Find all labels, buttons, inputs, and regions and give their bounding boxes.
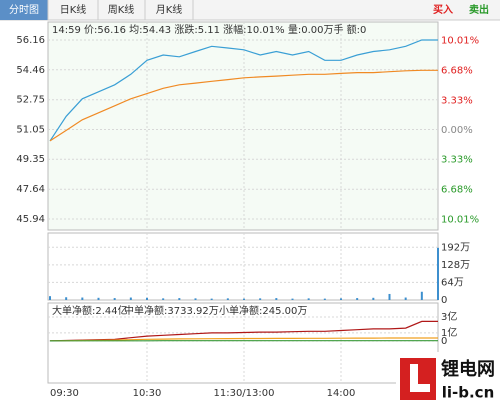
- y-tick-label: 49.35: [16, 154, 45, 165]
- volume-bar: [129, 297, 132, 300]
- y2-tick-label: 6.68%: [441, 65, 473, 76]
- volume-bar: [194, 298, 197, 300]
- y-tick-label: 1亿: [441, 326, 457, 339]
- tab-bar: [0, 0, 500, 20]
- y-tick-label: 56.16: [16, 35, 45, 46]
- series-line: [49, 39, 438, 142]
- volume-bar: [178, 298, 181, 300]
- volume-bar: [275, 298, 278, 300]
- fund-label: 中单净额:3733.92万: [124, 304, 219, 317]
- volume-bar: [81, 297, 84, 300]
- volume-bar: [65, 297, 68, 300]
- y-tick-label: 128万: [441, 260, 470, 271]
- tab[interactable]: 周K线: [108, 3, 135, 16]
- y-tick-label: 0: [441, 336, 447, 347]
- series-line: [49, 337, 438, 342]
- volume-bar: [291, 298, 294, 300]
- series-line: [49, 320, 438, 342]
- y2-tick-label: 0.00%: [441, 125, 473, 136]
- volume-panel: [47, 232, 439, 301]
- watermark-title: 锂电网: [441, 358, 495, 380]
- y-tick-label: 51.05: [16, 124, 45, 135]
- volume-bar: [420, 291, 423, 300]
- volume-bar: [146, 297, 148, 300]
- buy-button[interactable]: 买入: [433, 4, 453, 16]
- volume-bar: [323, 298, 326, 300]
- y2-tick-label: 10.01%: [441, 214, 479, 225]
- y2-tick-label: 10.01%: [441, 36, 479, 47]
- sell-button[interactable]: 卖出: [469, 3, 489, 16]
- x-tick-label: 14:00: [327, 388, 356, 399]
- tab[interactable]: 月K线: [156, 3, 183, 16]
- y-tick-label: 64万: [441, 277, 464, 288]
- volume-bar: [97, 297, 100, 300]
- y-tick-label: 45.94: [16, 214, 45, 225]
- watermark: 锂电网 li-b.cn: [396, 352, 500, 405]
- tab[interactable]: 分时图: [9, 4, 39, 16]
- fund-label: 小单净额:245.00万: [219, 304, 307, 317]
- volume-bar: [162, 298, 165, 300]
- watermark-logo-l: [410, 364, 418, 392]
- volume-bar: [49, 296, 51, 300]
- y-tick-label: 3亿: [441, 310, 457, 323]
- watermark-logo-l: [410, 384, 430, 392]
- volume-bar: [388, 293, 391, 300]
- volume-bar: [307, 298, 310, 300]
- price-panel: [47, 21, 439, 231]
- y-tick-label: 0: [441, 295, 447, 306]
- volume-bar: [340, 298, 342, 300]
- x-tick-label: 11:30/13:00: [213, 388, 274, 399]
- y-tick-label: 52.75: [16, 95, 45, 106]
- y2-tick-label: 3.33%: [441, 155, 473, 166]
- watermark-url: li-b.cn: [442, 384, 495, 402]
- volume-bar: [437, 247, 439, 300]
- volume-bar: [404, 297, 407, 300]
- volume-bar: [210, 298, 213, 300]
- volume-bar: [356, 298, 359, 300]
- tab[interactable]: 日K线: [60, 3, 87, 16]
- fund-label: 大单净额:2.44亿: [52, 304, 128, 317]
- x-tick-label: 09:30: [50, 388, 79, 399]
- volume-bar: [372, 297, 375, 300]
- tab-active[interactable]: [0, 0, 48, 20]
- series-line: [49, 69, 438, 142]
- fund-panel: [47, 302, 439, 384]
- y2-tick-label: 3.33%: [441, 95, 473, 106]
- y-tick-label: 47.64: [16, 184, 45, 195]
- volume-bar: [259, 298, 262, 300]
- info-line: 14:59 价:56.16 均:54.43 涨跌:5.11 涨幅:10.01% …: [52, 23, 366, 36]
- volume-bar: [226, 298, 229, 300]
- volume-bar: [113, 298, 116, 300]
- volume-bar: [243, 298, 245, 300]
- y-tick-label: 192万: [441, 242, 470, 253]
- y-tick-label: 54.46: [16, 65, 45, 76]
- x-tick-label: 10:30: [133, 388, 162, 399]
- y2-tick-label: 6.68%: [441, 185, 473, 196]
